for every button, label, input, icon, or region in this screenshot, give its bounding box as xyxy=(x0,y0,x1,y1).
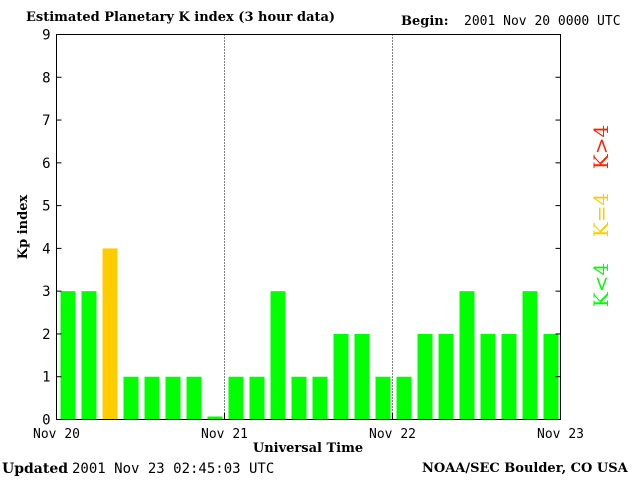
legend-entry: K<4 xyxy=(589,263,613,307)
y-axis-label: Kp index xyxy=(16,195,31,260)
chart-title: Estimated Planetary K index (3 hour data… xyxy=(26,10,336,25)
kp-bar xyxy=(249,376,265,420)
y-tick-label: 6 xyxy=(42,156,50,172)
plot-frame xyxy=(56,34,561,420)
day-gridlines xyxy=(224,34,393,420)
y-tick-label: 4 xyxy=(42,241,50,257)
kp-bar xyxy=(186,376,202,420)
kp-bar xyxy=(207,416,223,420)
kp-bar xyxy=(228,376,244,420)
y-tick-label: 7 xyxy=(42,113,50,129)
kp-bar xyxy=(60,291,76,420)
y-tick-label: 9 xyxy=(42,28,50,44)
kp-bar xyxy=(396,376,412,420)
kp-bar xyxy=(312,376,328,420)
kp-bar xyxy=(480,333,496,420)
y-tick-label: 1 xyxy=(42,370,50,386)
kp-bar xyxy=(291,376,307,420)
legend-entry: K>4 xyxy=(589,125,613,169)
kp-bar xyxy=(333,333,349,420)
begin-label: Begin: xyxy=(401,14,449,29)
y-tick-label: 8 xyxy=(42,70,50,86)
x-axis-label: Universal Time xyxy=(253,441,363,456)
begin-value: 2001 Nov 20 0000 UTC xyxy=(464,14,621,29)
legend: K<4 K=4 K>4 xyxy=(589,125,613,307)
y-tick-label: 3 xyxy=(42,284,50,300)
kp-bar xyxy=(417,333,433,420)
kp-bar xyxy=(144,376,160,420)
kp-bar xyxy=(270,291,286,420)
kp-bar xyxy=(102,248,118,420)
kp-bar xyxy=(354,333,370,420)
x-tick-label: Nov 22 xyxy=(369,427,416,442)
kp-bar xyxy=(543,333,559,420)
x-tick-label: Nov 21 xyxy=(201,427,248,442)
kp-bar xyxy=(501,333,517,420)
y-axis: 0 1 2 3 4 5 6 7 8 9 xyxy=(42,28,561,429)
kp-bar xyxy=(123,376,139,420)
legend-entry: K=4 xyxy=(589,193,613,237)
kp-index-chart: 0 1 2 3 4 5 6 7 8 9 Nov 20 Nov 21 Nov 22 Nov 23 Univ… xyxy=(16,28,613,457)
kp-bar xyxy=(438,333,454,420)
x-tick-label: Nov 20 xyxy=(33,427,80,442)
x-axis: Nov 20 Nov 21 Nov 22 Nov 23 xyxy=(33,413,584,442)
kp-bar xyxy=(165,376,181,420)
kp-bar xyxy=(522,291,538,420)
credit-text: NOAA/SEC Boulder, CO USA xyxy=(422,461,628,476)
y-tick-label: 0 xyxy=(42,413,50,429)
kp-bar xyxy=(459,291,475,420)
y-tick-label: 5 xyxy=(42,199,50,215)
bar-group xyxy=(60,248,559,420)
kp-bar xyxy=(81,291,97,420)
updated-label: Updated xyxy=(2,461,69,477)
x-tick-label: Nov 23 xyxy=(537,427,584,442)
updated-timestamp: 2001 Nov 23 02:45:03 UTC xyxy=(72,461,275,477)
y-tick-label: 2 xyxy=(42,327,50,343)
kp-bar xyxy=(375,376,391,420)
